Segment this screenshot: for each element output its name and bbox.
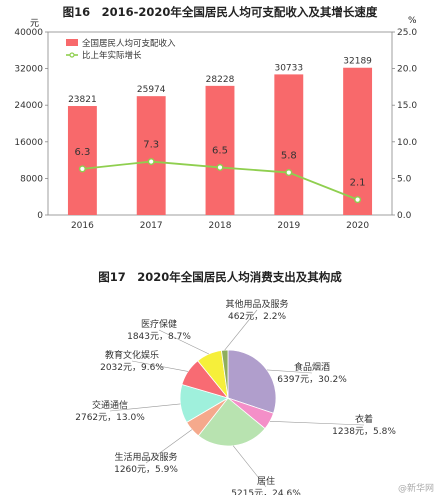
growth-rate-label: 5.8 [281,151,297,162]
growth-rate-label: 2.1 [350,178,366,189]
x-tick-label: 2019 [277,221,300,231]
growth-rate-point [216,163,224,171]
growth-rate-point [285,169,293,177]
x-tick-label: 2016 [71,221,94,231]
growth-rate-point [147,158,155,166]
income-value-label: 23821 [68,95,97,105]
pie-slice-name: 其他用品及服务 [225,298,288,310]
pie-slice-value: 2032元，9.6% [100,363,164,373]
pie-leader-line [131,360,189,372]
pie-slice-value: 1843元，8.7% [127,332,191,342]
income-bar [67,106,97,215]
pie-slice-name: 食品烟酒 [294,361,330,373]
watermark: @新华网 [397,484,434,494]
legend-bar-label: 全国居民人均可支配收入 [82,38,176,49]
pie-leader-line [266,369,313,374]
chart2-title: 图17 2020年全国居民人均消费支出及其构成 [98,270,342,284]
income-bar [136,96,166,215]
right-tick-label: 15.0 [397,101,417,111]
growth-rate-point [354,196,362,204]
pie-slice-name: 教育文化娱乐 [105,349,159,361]
pie-slice-name: 医疗保健 [141,318,177,330]
pie-leader-line [224,309,258,351]
left-tick-label: 0 [37,211,43,221]
income-value-label: 30733 [274,63,303,73]
income-bar [274,74,304,215]
pie-slice-name: 生活用品及服务 [114,451,177,463]
legend-bar-swatch [66,39,78,46]
income-bar [343,67,373,215]
growth-rate-label: 6.3 [74,147,90,158]
left-axis-unit: 元 [30,19,40,29]
pie-slice-name: 交通通信 [92,399,128,411]
legend-line-marker [69,52,75,58]
x-tick-label: 2017 [140,221,163,231]
right-tick-label: 20.0 [397,65,417,75]
pie-leader-line [145,429,193,464]
consumption-pie-chart: 食品烟酒 6397元，30.2% 衣着 1238元，5.8% 居住 5215元，24.6%… [75,298,396,495]
pie-leader-line [232,445,267,488]
pie-slice-value: 2762元，13.0% [75,413,145,423]
pie-leader-line [158,329,210,355]
left-tick-label: 8000 [20,174,43,184]
left-tick-label: 16000 [14,138,43,148]
pie-leader-line [109,403,181,412]
pie-slice-value: 5215元，24.6% [231,489,301,495]
chart1-title: 图16 2016-2020年全国居民人均可支配收入及其增长速度 [62,5,378,19]
pie-slice-value: 462元，2.2% [228,312,286,322]
left-tick-label: 24000 [14,101,43,111]
growth-rate-point [78,165,86,173]
right-axis-unit: % [408,16,417,26]
income-bar [205,85,235,215]
right-tick-label: 5.0 [397,174,412,184]
right-tick-label: 25.0 [397,28,417,38]
x-tick-label: 2020 [346,221,369,231]
income-value-label: 25974 [137,85,166,95]
pie-slice-value: 1260元，5.9% [114,465,178,475]
pie-slice-value: 6397元，30.2% [277,375,347,385]
income-value-label: 28228 [206,75,235,85]
pie-slice [197,397,266,447]
growth-rate-label: 6.5 [212,145,228,156]
growth-rate-label: 7.3 [143,140,159,151]
pie-leader-line [269,421,365,426]
x-tick-label: 2018 [209,221,232,231]
right-tick-label: 10.0 [397,138,417,148]
pie-slice-value: 1238元，5.8% [332,427,396,437]
pie-slice-name: 居住 [257,475,275,487]
left-tick-label: 32000 [14,65,43,75]
right-tick-label: 0.0 [397,211,412,221]
left-tick-label: 40000 [14,28,43,38]
pie-slice-name: 衣着 [355,413,373,425]
legend-line-label: 比上年实际增长 [82,50,142,61]
income-value-label: 32189 [343,57,372,67]
income-chart: 0 8000 16000 24000 32000 40000 0.0 5.0 10.0 15.0 2… [14,28,417,231]
